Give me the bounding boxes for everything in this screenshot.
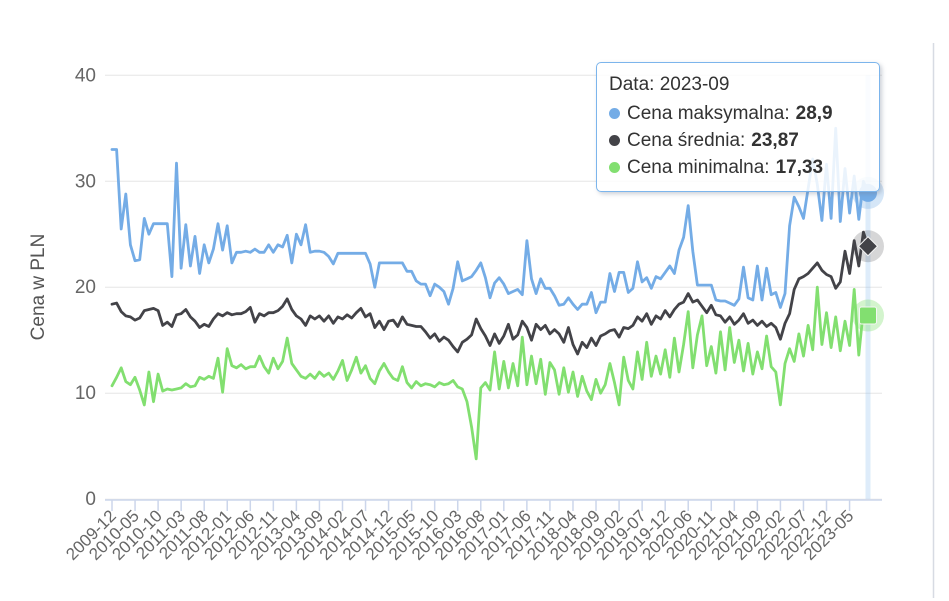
y-tick-label: 0	[85, 489, 96, 510]
end-marker-min[interactable]	[859, 306, 877, 325]
y-tick-label: 20	[75, 277, 96, 298]
y-tick-label: 40	[75, 65, 96, 86]
series-line-max[interactable]	[110, 126, 870, 315]
tooltip-row-min: Cena minimalna: 17,33	[609, 154, 867, 181]
series-line-min[interactable]	[110, 285, 870, 461]
tooltip-value-max: 28,9	[795, 103, 833, 124]
end-marker-avg[interactable]	[857, 236, 879, 257]
series-bullet-max-icon	[609, 108, 620, 119]
series-bullet-avg-icon	[609, 135, 620, 146]
tooltip-label-avg: Cena średnia:	[627, 130, 746, 151]
tooltip-value-min: 17,33	[775, 157, 824, 178]
tooltip-row-max: Cena maksymalna: 28,9	[609, 100, 867, 127]
tooltip-label-max: Cena maksymalna:	[627, 103, 790, 124]
tooltip-label-min: Cena minimalna:	[627, 157, 770, 178]
y-tick-label: 30	[75, 171, 96, 192]
tooltip-value-avg: 23,87	[751, 130, 799, 151]
tooltip-row-avg: Cena średnia: 23,87	[609, 127, 867, 154]
y-axis-title: Cena w PLN	[28, 234, 49, 341]
series-line-avg[interactable]	[110, 230, 870, 356]
y-tick-label: 10	[75, 383, 96, 404]
series-bullet-min-icon	[609, 162, 620, 173]
chart-tooltip: Data: 2023-09 Cena maksymalna: 28,9 Cena…	[596, 62, 880, 192]
tooltip-date: Data: 2023-09	[609, 74, 730, 95]
